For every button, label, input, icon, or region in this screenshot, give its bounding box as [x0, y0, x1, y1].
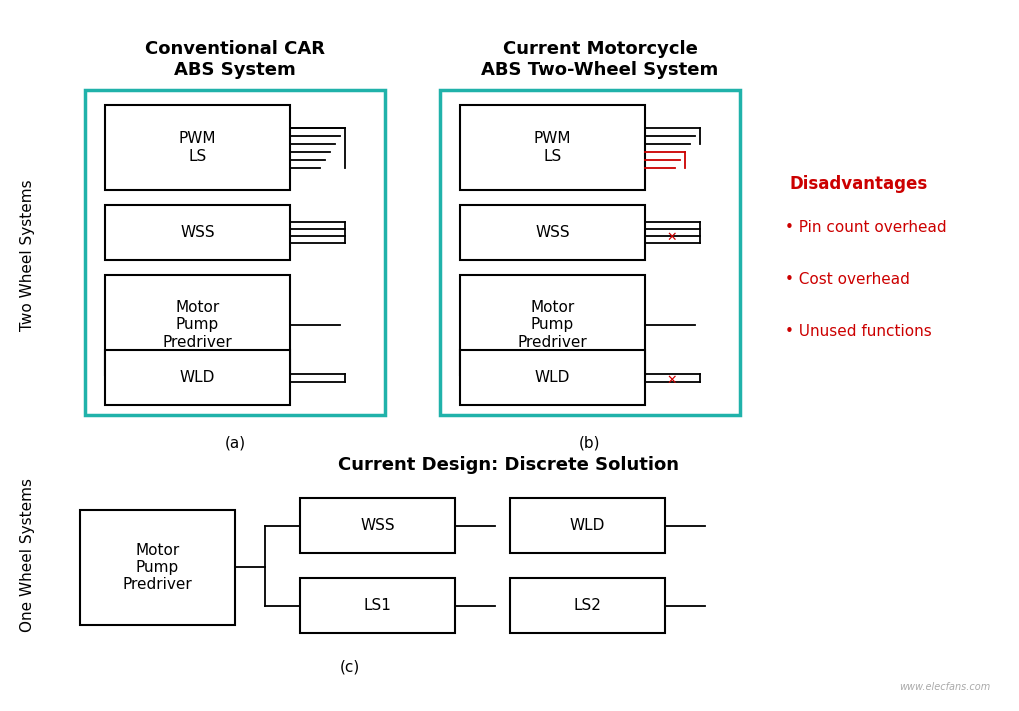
Text: LS2: LS2 — [574, 598, 601, 613]
Text: WLD: WLD — [535, 370, 571, 385]
Bar — [300, 498, 455, 553]
Text: Motor
Pump
Predriver: Motor Pump Predriver — [122, 542, 193, 592]
Bar — [460, 275, 645, 375]
Text: WLD: WLD — [570, 518, 605, 533]
Text: ✕: ✕ — [666, 231, 678, 244]
Bar — [105, 275, 290, 375]
Text: Motor
Pump
Predriver: Motor Pump Predriver — [163, 300, 232, 350]
Bar — [81, 510, 235, 625]
Bar — [105, 350, 290, 405]
Bar — [460, 105, 645, 190]
Bar — [440, 90, 740, 415]
Text: (b): (b) — [579, 435, 601, 450]
Bar — [85, 90, 385, 415]
Text: Conventional CAR
ABS System: Conventional CAR ABS System — [145, 40, 325, 79]
Text: WSS: WSS — [180, 225, 215, 240]
Bar — [105, 105, 290, 190]
Bar — [300, 578, 455, 633]
Text: LS1: LS1 — [364, 598, 391, 613]
Text: WLD: WLD — [179, 370, 215, 385]
Text: Current Design: Discrete Solution: Current Design: Discrete Solution — [338, 456, 680, 474]
Text: WSS: WSS — [535, 225, 570, 240]
Text: Current Motorcycle
ABS Two-Wheel System: Current Motorcycle ABS Two-Wheel System — [481, 40, 718, 79]
Text: ✕: ✕ — [666, 374, 678, 387]
Bar — [105, 205, 290, 260]
Text: Disadvantages: Disadvantages — [790, 175, 928, 193]
Bar — [510, 498, 665, 553]
Text: (c): (c) — [340, 660, 360, 675]
Bar — [460, 205, 645, 260]
Text: One Wheel Systems: One Wheel Systems — [20, 478, 36, 632]
Text: • Unused functions: • Unused functions — [785, 324, 931, 339]
Text: Two Wheel Systems: Two Wheel Systems — [20, 179, 36, 331]
Bar — [510, 578, 665, 633]
Text: Motor
Pump
Predriver: Motor Pump Predriver — [518, 300, 587, 350]
Text: WSS: WSS — [360, 518, 394, 533]
Text: • Cost overhead: • Cost overhead — [785, 272, 910, 287]
Text: • Pin count overhead: • Pin count overhead — [785, 220, 947, 235]
Text: www.elecfans.com: www.elecfans.com — [899, 682, 990, 692]
Text: (a): (a) — [224, 435, 246, 450]
Bar — [460, 350, 645, 405]
Text: PWM
LS: PWM LS — [534, 132, 572, 164]
Text: PWM
LS: PWM LS — [178, 132, 216, 164]
